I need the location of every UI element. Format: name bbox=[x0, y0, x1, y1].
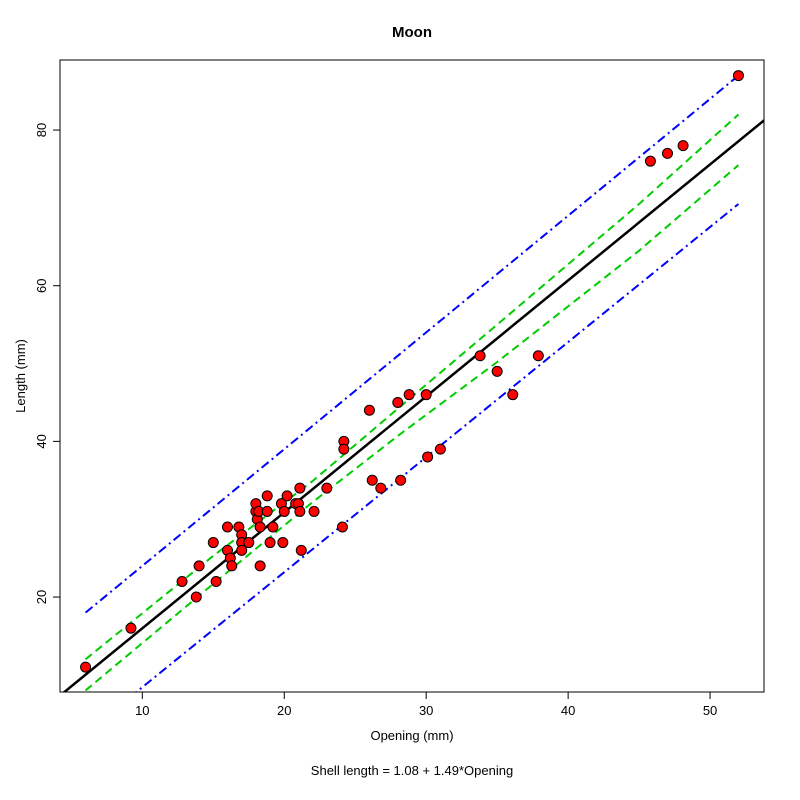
y-tick-label: 60 bbox=[34, 278, 49, 292]
data-point bbox=[677, 140, 689, 152]
data-point bbox=[294, 482, 306, 494]
data-point bbox=[236, 544, 248, 556]
y-tick-label: 80 bbox=[34, 123, 49, 137]
y-tick-label: 40 bbox=[34, 434, 49, 448]
data-point bbox=[207, 537, 219, 549]
data-point bbox=[392, 396, 404, 408]
x-axis-label: Opening (mm) bbox=[370, 728, 453, 743]
data-point bbox=[295, 544, 307, 556]
regression-line bbox=[62, 119, 764, 692]
data-point bbox=[338, 443, 350, 455]
x-tick-label: 50 bbox=[703, 703, 717, 718]
data-point bbox=[321, 482, 333, 494]
data-point bbox=[308, 505, 320, 517]
data-point bbox=[532, 350, 544, 362]
data-point bbox=[277, 537, 289, 549]
data-point bbox=[507, 389, 519, 401]
chart-subtitle: Shell length = 1.08 + 1.49*Opening bbox=[311, 763, 513, 778]
data-point bbox=[254, 521, 266, 533]
y-tick-label: 20 bbox=[34, 590, 49, 604]
data-point bbox=[661, 147, 673, 159]
x-axis: 10 20 30 40 50 bbox=[135, 692, 717, 718]
plot-frame bbox=[59, 59, 765, 693]
data-point bbox=[375, 482, 387, 494]
data-point bbox=[190, 591, 202, 603]
data-point bbox=[491, 365, 503, 377]
data-point bbox=[193, 560, 205, 572]
data-point bbox=[80, 661, 92, 673]
bands-layer bbox=[84, 74, 740, 692]
data-point bbox=[403, 389, 415, 401]
chart-title: Moon bbox=[392, 24, 432, 41]
data-point bbox=[267, 521, 279, 533]
data-point bbox=[226, 560, 238, 572]
data-point bbox=[221, 521, 233, 533]
data-point bbox=[644, 155, 656, 167]
data-point bbox=[363, 404, 375, 416]
data-point bbox=[281, 490, 293, 502]
x-tick-label: 20 bbox=[277, 703, 291, 718]
y-axis: 20 40 60 80 bbox=[34, 123, 60, 604]
data-point bbox=[254, 560, 266, 572]
confidence-band-upper bbox=[84, 113, 740, 661]
points-layer bbox=[80, 70, 744, 673]
x-tick-label: 30 bbox=[419, 703, 433, 718]
data-point bbox=[210, 575, 222, 587]
data-point bbox=[261, 505, 273, 517]
data-point bbox=[336, 521, 348, 533]
data-point bbox=[261, 490, 273, 502]
data-point bbox=[434, 443, 446, 455]
data-point bbox=[422, 451, 434, 463]
prediction-band-upper bbox=[84, 74, 740, 614]
x-tick-label: 40 bbox=[561, 703, 575, 718]
regression-layer bbox=[62, 119, 764, 692]
y-axis-label: Length (mm) bbox=[13, 339, 28, 413]
data-point bbox=[176, 575, 188, 587]
data-point bbox=[125, 622, 137, 634]
data-point bbox=[243, 537, 255, 549]
data-point bbox=[474, 350, 486, 362]
data-point bbox=[732, 70, 744, 82]
data-point bbox=[278, 505, 290, 517]
data-point bbox=[420, 389, 432, 401]
data-point bbox=[366, 474, 378, 486]
x-tick-label: 10 bbox=[135, 703, 149, 718]
data-point bbox=[264, 537, 276, 549]
data-point bbox=[294, 505, 306, 517]
confidence-band-lower bbox=[84, 164, 740, 692]
data-point bbox=[395, 474, 407, 486]
prediction-band-lower bbox=[134, 203, 740, 692]
